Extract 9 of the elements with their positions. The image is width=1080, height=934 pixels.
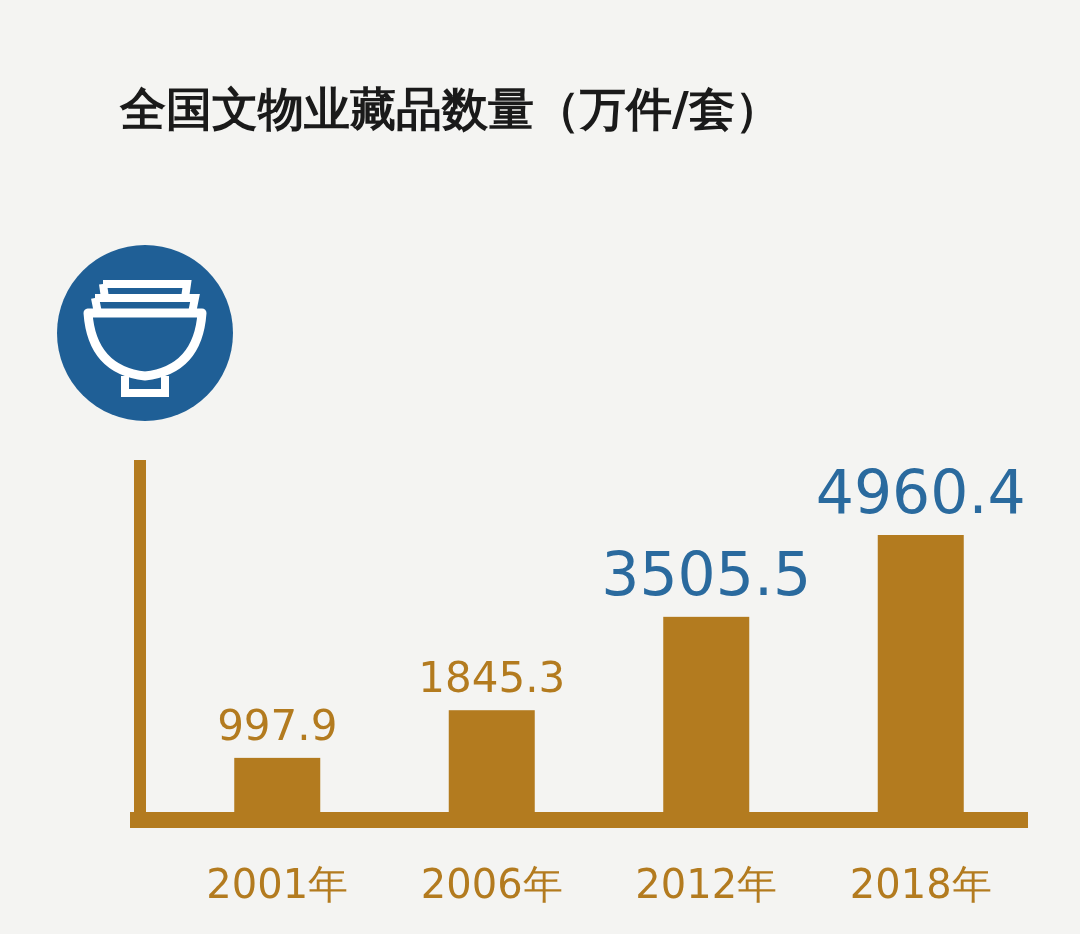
x-tick-label: 2018年 xyxy=(849,861,992,907)
data-label: 3505.5 xyxy=(601,538,812,609)
data-label: 4960.4 xyxy=(815,457,1026,527)
data-label: 1845.3 xyxy=(418,653,566,703)
data-label: 997.9 xyxy=(217,700,338,750)
x-tick-label: 2001年 xyxy=(206,861,349,907)
x-tick-label: 2012年 xyxy=(635,861,778,907)
chart-title: 全国文物业藏品数量（万件/套） xyxy=(119,82,781,136)
x-tick-label: 2006年 xyxy=(420,861,563,907)
